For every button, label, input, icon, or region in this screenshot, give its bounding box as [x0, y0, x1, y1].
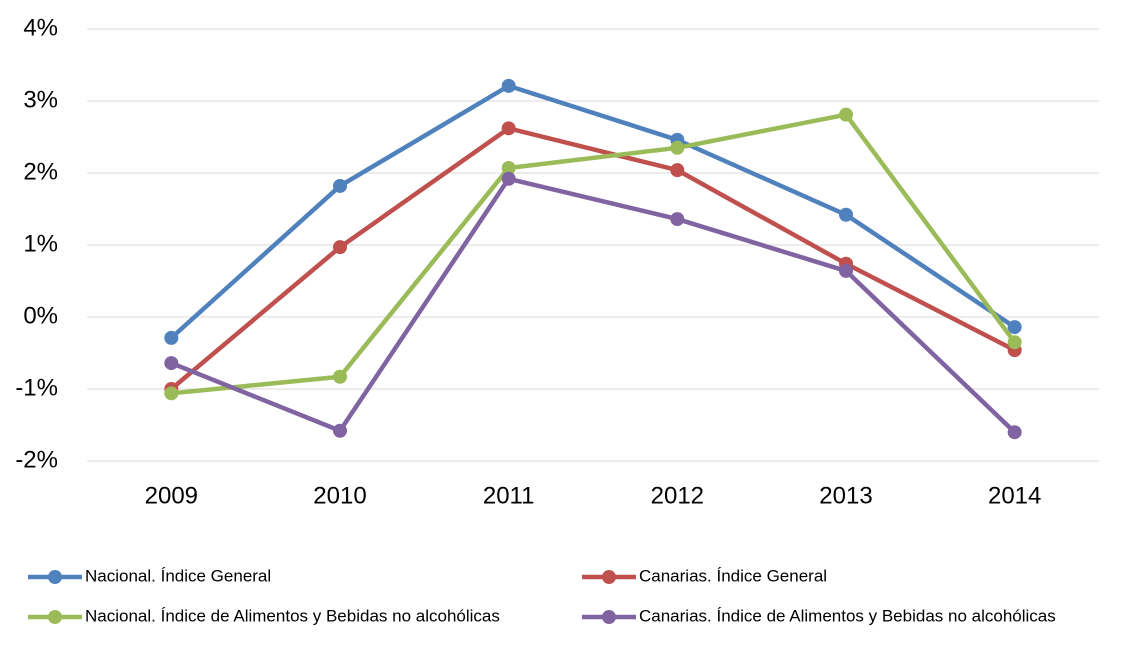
data-point — [670, 212, 685, 227]
legend-label: Canarias. Índice de Alimentos y Bebidas … — [639, 606, 1056, 625]
x-tick-label: 2013 — [819, 482, 872, 509]
data-point — [1007, 425, 1022, 440]
legend-marker — [602, 610, 616, 624]
data-point — [164, 330, 179, 345]
legend-marker — [48, 610, 62, 624]
legend-marker — [48, 570, 62, 584]
data-point — [501, 78, 516, 93]
series-line — [169, 83, 1016, 340]
legend-label: Nacional. Índice General — [85, 566, 271, 585]
y-tick-label: 4% — [23, 14, 58, 41]
data-point — [839, 263, 853, 278]
y-tick-label: 0% — [23, 302, 58, 329]
series-line — [170, 176, 1017, 434]
data-point — [670, 140, 685, 155]
data-point — [333, 423, 347, 438]
x-tick-label: 2012 — [651, 482, 704, 509]
legend-label: Nacional. Índice de Alimentos y Bebidas … — [85, 606, 500, 625]
x-tick-label: 2010 — [313, 482, 366, 509]
data-point — [501, 160, 516, 175]
data-point — [839, 107, 853, 122]
legend-marker — [602, 570, 616, 584]
data-point — [333, 369, 347, 384]
series-line — [171, 112, 1017, 396]
y-tick-label: -2% — [15, 446, 58, 473]
data-point — [1007, 335, 1022, 350]
x-tick-label: 2011 — [483, 482, 535, 509]
data-point — [670, 163, 685, 178]
y-tick-label: 1% — [23, 230, 58, 257]
data-point — [1007, 320, 1022, 335]
y-tick-label: 2% — [23, 158, 58, 185]
x-tick-label: 2014 — [988, 482, 1041, 509]
data-point — [333, 240, 347, 255]
y-tick-label: 3% — [23, 86, 58, 113]
data-point — [501, 121, 516, 136]
data-point — [164, 356, 179, 371]
data-point — [164, 386, 179, 401]
series-line — [169, 126, 1016, 391]
data-point — [501, 171, 516, 186]
y-tick-label: -1% — [15, 374, 58, 401]
data-point — [839, 207, 853, 222]
data-point — [333, 178, 347, 193]
legend-label: Canarias. Índice General — [639, 566, 827, 585]
x-tick-label: 2009 — [145, 482, 198, 509]
